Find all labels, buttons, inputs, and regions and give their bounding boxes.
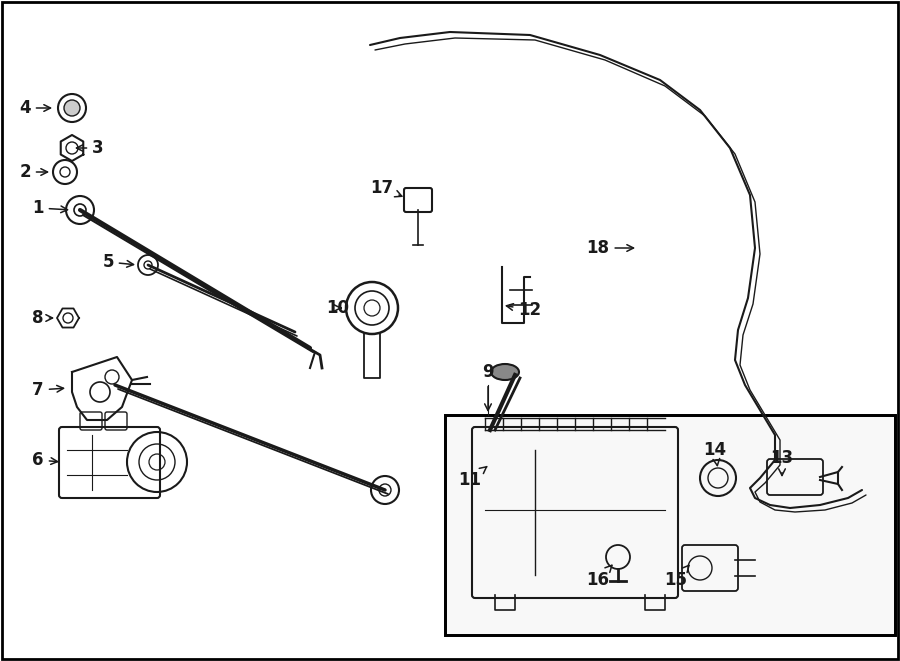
- Text: 2: 2: [19, 163, 48, 181]
- Text: 9: 9: [482, 363, 494, 410]
- Circle shape: [64, 100, 80, 116]
- Text: 14: 14: [704, 441, 726, 465]
- Text: 10: 10: [327, 299, 349, 317]
- Text: 12: 12: [507, 301, 542, 319]
- Text: 17: 17: [371, 179, 402, 197]
- Text: 16: 16: [587, 565, 612, 589]
- Bar: [445, 415, 895, 635]
- Text: 8: 8: [32, 309, 52, 327]
- Text: 5: 5: [103, 253, 133, 271]
- Text: 11: 11: [458, 467, 487, 489]
- Text: 4: 4: [19, 99, 50, 117]
- Text: 1: 1: [32, 199, 68, 217]
- Ellipse shape: [491, 364, 519, 380]
- Text: 13: 13: [770, 449, 794, 475]
- Text: 6: 6: [32, 451, 58, 469]
- Text: 3: 3: [76, 139, 104, 157]
- Text: 18: 18: [587, 239, 634, 257]
- Text: 15: 15: [664, 565, 689, 589]
- Text: 7: 7: [32, 381, 64, 399]
- Bar: [445, 415, 895, 635]
